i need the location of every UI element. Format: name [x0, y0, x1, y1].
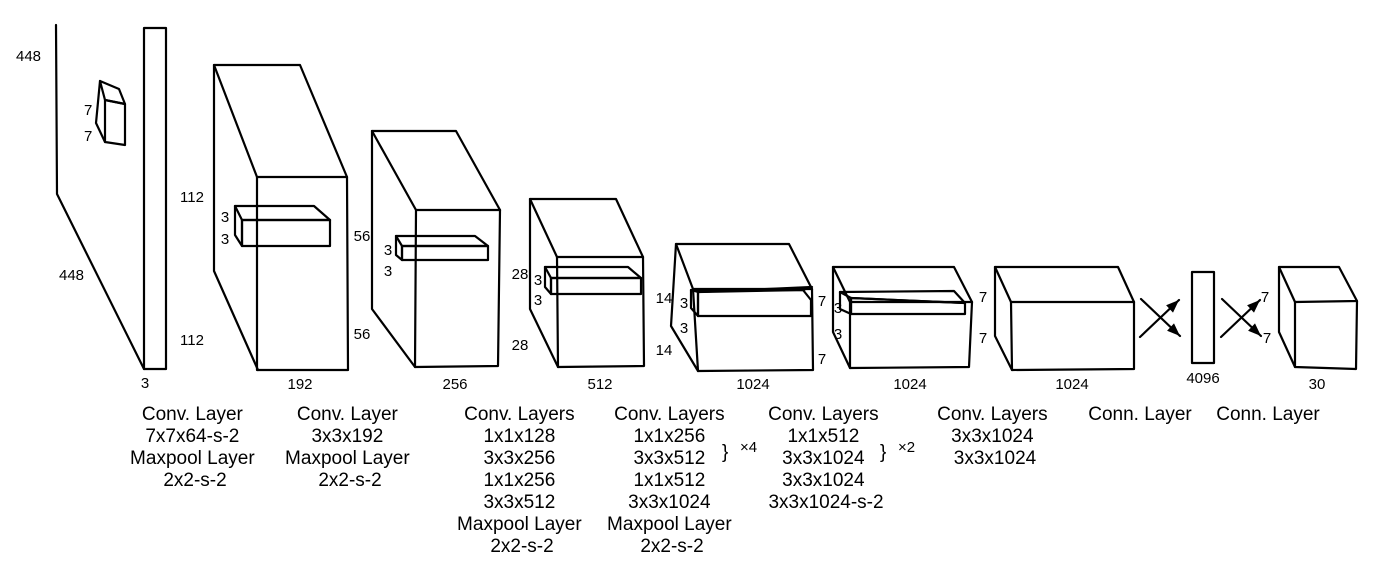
- svg-text:Conv. Layers 3x3x1024: Conv. Layers 3x3x1024 3x3x1024: [937, 404, 1053, 469]
- svg-text:3: 3: [534, 272, 542, 289]
- svg-text:112: 112: [180, 332, 204, 349]
- svg-text:3: 3: [834, 326, 842, 343]
- svg-text:7: 7: [818, 351, 826, 368]
- svg-text:3: 3: [384, 263, 392, 280]
- svg-text:56: 56: [354, 326, 371, 343]
- svg-text:Conn. Layer: Conn. Layer: [1216, 404, 1320, 425]
- svg-text:512: 512: [587, 376, 612, 393]
- svg-text:Conv. Layers 1x1x512: Conv. Layers 1x1x512 3x3x1024 3x3x1024 3…: [768, 404, 884, 513]
- svg-text:3: 3: [141, 375, 149, 392]
- svg-text:448: 448: [59, 267, 84, 284]
- svg-text:×4: ×4: [740, 439, 757, 456]
- svg-text:3: 3: [680, 295, 688, 312]
- svg-text:7: 7: [84, 102, 92, 119]
- svg-text:256: 256: [442, 376, 467, 393]
- svg-text:1024: 1024: [1055, 376, 1088, 393]
- svg-text:28: 28: [512, 266, 529, 283]
- svg-text:3: 3: [221, 209, 229, 226]
- svg-text:3: 3: [534, 292, 542, 309]
- svg-text:3: 3: [680, 320, 688, 337]
- svg-text:7: 7: [1263, 330, 1271, 347]
- svg-text:1024: 1024: [893, 376, 926, 393]
- svg-text:7: 7: [979, 330, 987, 347]
- svg-text:Conn. Layer: Conn. Layer: [1088, 404, 1192, 425]
- svg-text:3: 3: [384, 242, 392, 259]
- svg-text:7: 7: [84, 128, 92, 145]
- svg-text:3: 3: [221, 231, 229, 248]
- svg-text:×2: ×2: [898, 439, 915, 456]
- svg-text:}: }: [880, 442, 886, 463]
- svg-text:1024: 1024: [736, 376, 769, 393]
- svg-text:30: 30: [1309, 376, 1326, 393]
- svg-text:14: 14: [656, 342, 673, 359]
- svg-text:4096: 4096: [1186, 370, 1219, 387]
- svg-text:7: 7: [818, 293, 826, 310]
- svg-text:}: }: [722, 442, 728, 463]
- svg-text:448: 448: [16, 48, 41, 65]
- svg-text:192: 192: [287, 376, 312, 393]
- svg-text:14: 14: [656, 290, 673, 307]
- svg-text:112: 112: [180, 189, 204, 206]
- svg-text:7: 7: [979, 289, 987, 306]
- svg-text:28: 28: [512, 337, 529, 354]
- svg-text:56: 56: [354, 228, 371, 245]
- svg-text:3: 3: [834, 300, 842, 317]
- svg-text:7: 7: [1261, 289, 1269, 306]
